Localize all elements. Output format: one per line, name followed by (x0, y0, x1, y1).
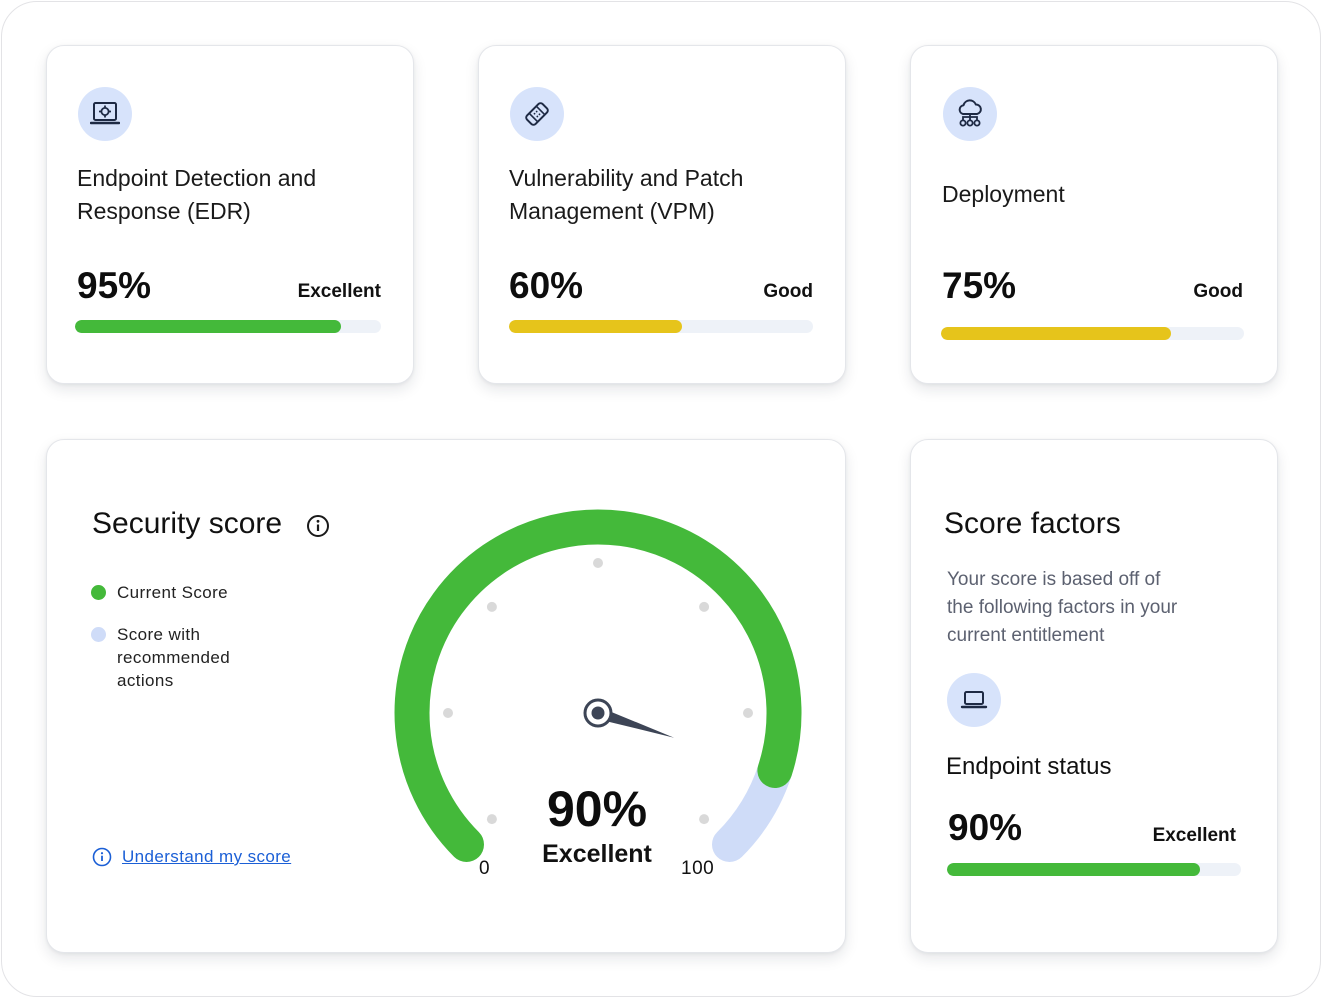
recommended-legend-line1: Score with (117, 625, 201, 644)
score-factors-desc-line1: Your score is based off of (947, 569, 1161, 590)
recommended-legend-line2: recommended (117, 648, 231, 667)
security-score-card: Security score Current Score Score with … (46, 439, 846, 953)
gauge-rating: Excellent (542, 840, 652, 868)
vpm-title-line2: Management (VPM) (509, 198, 715, 224)
understand-score-link-label: Understand my score (122, 847, 292, 866)
patch-icon (510, 87, 564, 141)
edr-rating: Excellent (297, 281, 381, 302)
recommended-legend-dot (91, 627, 106, 642)
deployment-title: Deployment (942, 181, 1065, 207)
endpoint-status-percent: 90% (948, 807, 1023, 848)
edr-card[interactable]: Endpoint Detection and Response (EDR) 95… (46, 45, 414, 384)
current-score-legend-dot (91, 585, 106, 600)
edr-progress-track (75, 320, 381, 333)
current-score-legend-label: Current Score (117, 583, 229, 602)
vpm-title: Vulnerability and Patch Management (VPM) (509, 162, 743, 228)
understand-score-link[interactable]: Understand my score (92, 847, 291, 867)
laptop-icon (947, 673, 1001, 727)
vpm-title-line1: Vulnerability and Patch (509, 165, 744, 191)
score-factors-desc-line2: the following factors in your (947, 597, 1178, 618)
deployment-rating: Good (1193, 281, 1243, 302)
deployment-card[interactable]: Deployment 75% Good (910, 45, 1278, 384)
recommended-legend-label: Score with recommended actions (117, 623, 230, 692)
endpoint-status-rating: Excellent (1152, 825, 1236, 846)
gauge-min-label: 0 (479, 858, 491, 879)
endpoint-detection-icon (78, 87, 132, 141)
recommended-legend-line3: actions (117, 671, 174, 690)
deployment-progress-fill (941, 327, 1172, 340)
gauge-value: 90% (546, 781, 648, 837)
score-factors-title: Score factors (944, 507, 1121, 540)
edr-title-line1: Endpoint Detection and (77, 165, 317, 191)
vpm-rating: Good (763, 281, 813, 302)
info-icon[interactable] (306, 514, 330, 538)
edr-percent: 95% (77, 265, 152, 306)
security-score-title: Security score (92, 507, 283, 540)
link-info-icon (92, 847, 112, 867)
deployment-percent: 75% (942, 265, 1017, 306)
edr-title-line2: Response (EDR) (77, 198, 251, 224)
score-factors-card: Score factors Your score is based off of… (910, 439, 1278, 953)
score-factors-description: Your score is based off of the following… (947, 566, 1177, 650)
endpoint-status-title: Endpoint status (946, 753, 1112, 780)
edr-title: Endpoint Detection and Response (EDR) (77, 162, 316, 228)
deployment-progress-track (941, 327, 1244, 340)
gauge-max-label: 100 (681, 858, 715, 879)
endpoint-status-progress-track (947, 863, 1241, 876)
vpm-progress-track (509, 320, 813, 333)
vpm-percent: 60% (509, 265, 584, 306)
cloud-deploy-icon (943, 87, 997, 141)
vpm-progress-fill (509, 320, 683, 333)
vpm-card[interactable]: Vulnerability and Patch Management (VPM)… (478, 45, 846, 384)
score-factors-desc-line3: current entitlement (947, 625, 1105, 646)
endpoint-status-progress-fill (947, 863, 1200, 876)
edr-progress-fill (75, 320, 342, 333)
